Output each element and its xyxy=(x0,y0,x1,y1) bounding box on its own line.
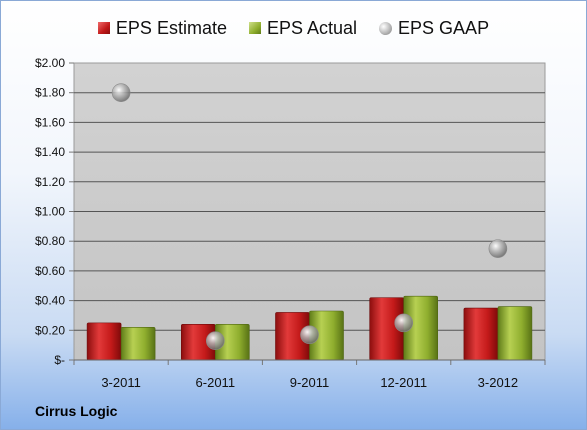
x-axis: 3-2011 6-2011 9-2011 12-2011 3-2012 xyxy=(73,359,546,390)
bar-eps-actual xyxy=(120,327,156,361)
company-name: Cirrus Logic xyxy=(35,403,118,419)
y-tick-label: $- xyxy=(54,353,65,367)
legend: EPS Estimate EPS Actual EPS GAAP xyxy=(1,15,586,41)
point-eps-gaap xyxy=(300,325,319,345)
y-tick-label: $0.60 xyxy=(35,264,65,278)
y-tick-label: $1.80 xyxy=(35,86,65,100)
bar-eps-estimate xyxy=(463,307,499,361)
legend-swatch-actual xyxy=(248,22,261,34)
point-eps-gaap xyxy=(394,313,414,333)
x-tick-label: 9-2011 xyxy=(290,375,330,390)
y-tick-label: $0.80 xyxy=(35,234,65,248)
y-axis: $- $0.20 $0.40 $0.60 $0.80 $1.00 $1.20 $1.40 $1.… xyxy=(35,56,74,367)
gaap-points xyxy=(111,83,508,350)
x-tick-label: 3-2012 xyxy=(478,375,518,390)
legend-label-estimate: EPS Estimate xyxy=(115,17,227,38)
x-tick-label: 3-2011 xyxy=(101,375,141,390)
y-tick-label: $1.60 xyxy=(35,115,65,129)
point-eps-gaap xyxy=(488,239,508,258)
point-eps-gaap xyxy=(206,331,225,350)
legend-item-eps-estimate: EPS Estimate xyxy=(97,17,227,39)
x-tick-label: 12-2011 xyxy=(380,375,427,390)
y-tick-label: $1.20 xyxy=(35,175,65,189)
legend-swatch-estimate xyxy=(97,22,110,34)
x-tick-label: 6-2011 xyxy=(196,375,236,390)
legend-swatch-gaap xyxy=(379,21,393,35)
legend-item-eps-actual: EPS Actual xyxy=(248,17,358,39)
bar-eps-actual xyxy=(497,306,533,361)
legend-label-actual: EPS Actual xyxy=(266,17,358,38)
bar-eps-estimate xyxy=(86,322,122,361)
y-tick-label: $1.40 xyxy=(35,145,65,159)
y-tick-label: $1.00 xyxy=(35,205,65,219)
y-tick-label: $0.20 xyxy=(35,323,65,337)
bars xyxy=(86,295,533,361)
legend-item-eps-gaap: EPS GAAP xyxy=(379,18,489,39)
y-tick-label: $2.00 xyxy=(35,56,65,70)
y-tick-label: $0.40 xyxy=(35,294,65,308)
point-eps-gaap xyxy=(111,83,131,102)
legend-label-gaap: EPS GAAP xyxy=(398,17,490,38)
